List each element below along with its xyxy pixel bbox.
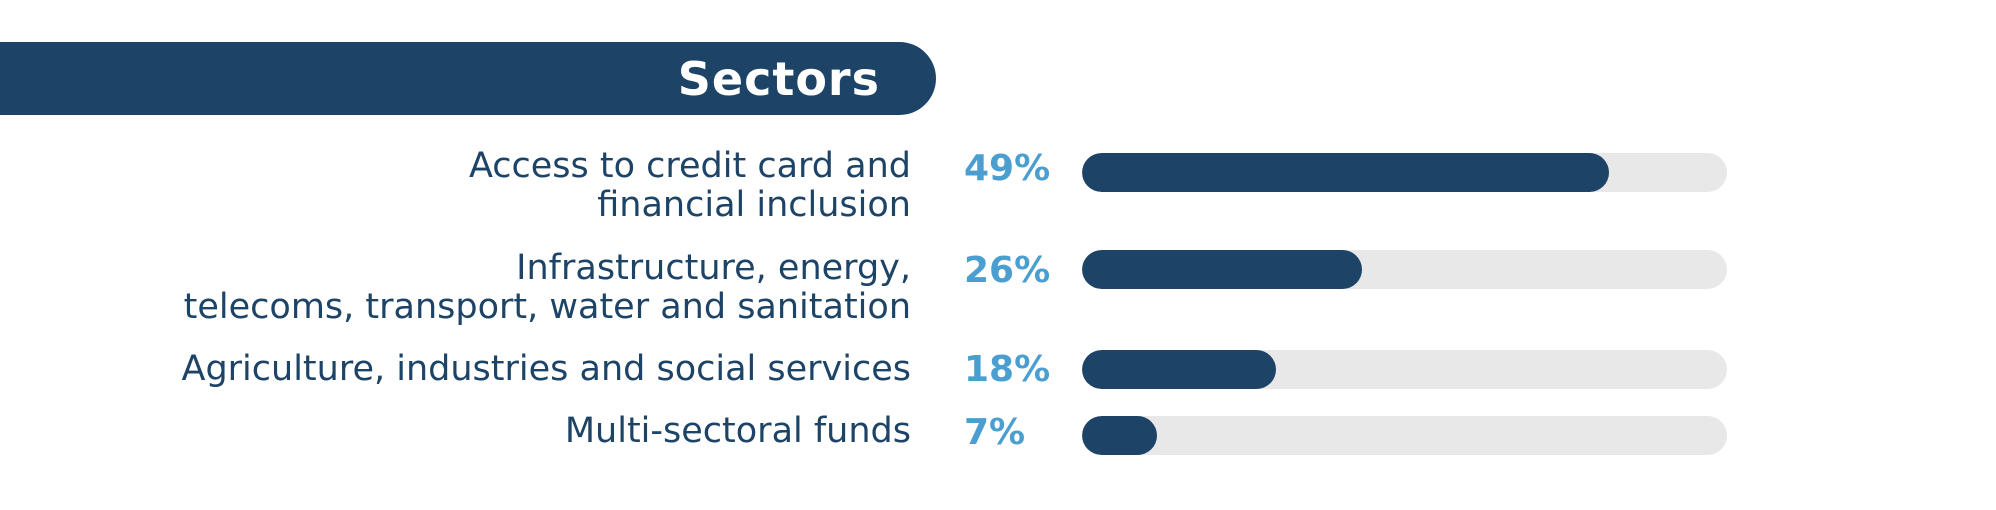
bar (1082, 350, 1276, 389)
value-label: 18% (964, 349, 1051, 390)
category-label: Infrastructure, energy, telecoms, transp… (183, 248, 911, 327)
value-label: 7% (964, 412, 1026, 453)
chart-title-banner: Sectors (0, 42, 936, 115)
value-label: 49% (964, 148, 1051, 189)
bar-track (1082, 416, 1727, 455)
bar-track (1082, 250, 1727, 289)
bar-track (1082, 153, 1727, 192)
category-label: Access to credit card and financial incl… (468, 146, 911, 225)
bar-track (1082, 350, 1727, 389)
chart-title: Sectors (677, 51, 880, 106)
value-label: 26% (964, 250, 1051, 291)
category-label: Multi-sectoral funds (564, 411, 911, 451)
bar (1082, 250, 1362, 289)
category-label: Agriculture, industries and social servi… (181, 349, 912, 389)
bar (1082, 153, 1609, 192)
bar (1082, 416, 1157, 455)
